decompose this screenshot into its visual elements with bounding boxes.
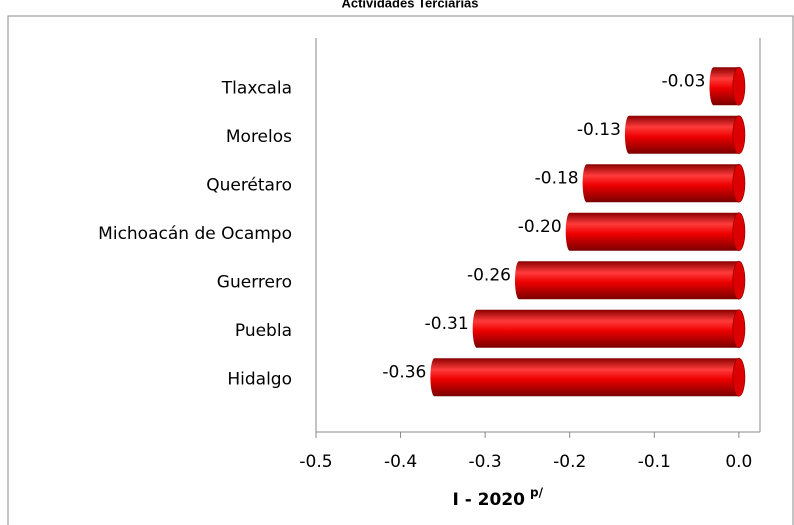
category-label: Michoacán de Ocampo (98, 224, 292, 244)
bar-end (709, 67, 718, 106)
data-label: -0.20 (518, 217, 562, 237)
bar-cap (732, 357, 746, 397)
bar-end (472, 309, 481, 348)
bar-cap (732, 163, 746, 203)
bar-end (624, 115, 633, 154)
bar-cap (732, 115, 746, 155)
data-label: -0.26 (467, 265, 511, 285)
frame (7, 15, 794, 525)
bar-end (565, 212, 574, 251)
data-label: -0.36 (382, 362, 426, 382)
x-axis-label: I - 2020 (452, 490, 525, 510)
data-label: -0.18 (535, 168, 579, 188)
bar-end (430, 358, 439, 397)
bar (586, 164, 739, 203)
bar-cap (732, 309, 746, 349)
category-label: Puebla (235, 321, 292, 341)
bar-end (582, 164, 591, 203)
category-label: Tlaxcala (221, 78, 292, 98)
bar-cap (732, 212, 746, 252)
plot: -0.5 -0.4 -0.3 -0.2 -0.1 0.0 Tlaxcala -0.03 More… (98, 38, 761, 472)
bar-cap (732, 66, 746, 106)
bar-cap (732, 260, 746, 300)
chart-title: Actividades Terciarias (341, 0, 478, 10)
bar (569, 212, 739, 251)
x-tick-label: -0.2 (553, 452, 586, 472)
category-label: Hidalgo (227, 369, 292, 389)
bar (434, 358, 739, 397)
x-tick-label: -0.1 (638, 452, 671, 472)
data-label: -0.13 (577, 120, 621, 140)
x-tick-label: -0.5 (299, 452, 332, 472)
data-label: -0.31 (425, 314, 469, 334)
category-label: Querétaro (206, 175, 292, 195)
bar-end (514, 261, 523, 300)
bar (628, 115, 739, 154)
category-label: Morelos (226, 127, 292, 147)
x-tick-label: -0.3 (469, 452, 502, 472)
x-tick-label: 0.0 (725, 452, 752, 472)
data-label: -0.03 (661, 71, 705, 91)
bar (476, 309, 739, 348)
x-axis-label-superscript: p/ (530, 486, 544, 500)
category-label: Guerrero (217, 272, 292, 292)
x-tick-label: -0.4 (384, 452, 417, 472)
bar (518, 261, 739, 300)
